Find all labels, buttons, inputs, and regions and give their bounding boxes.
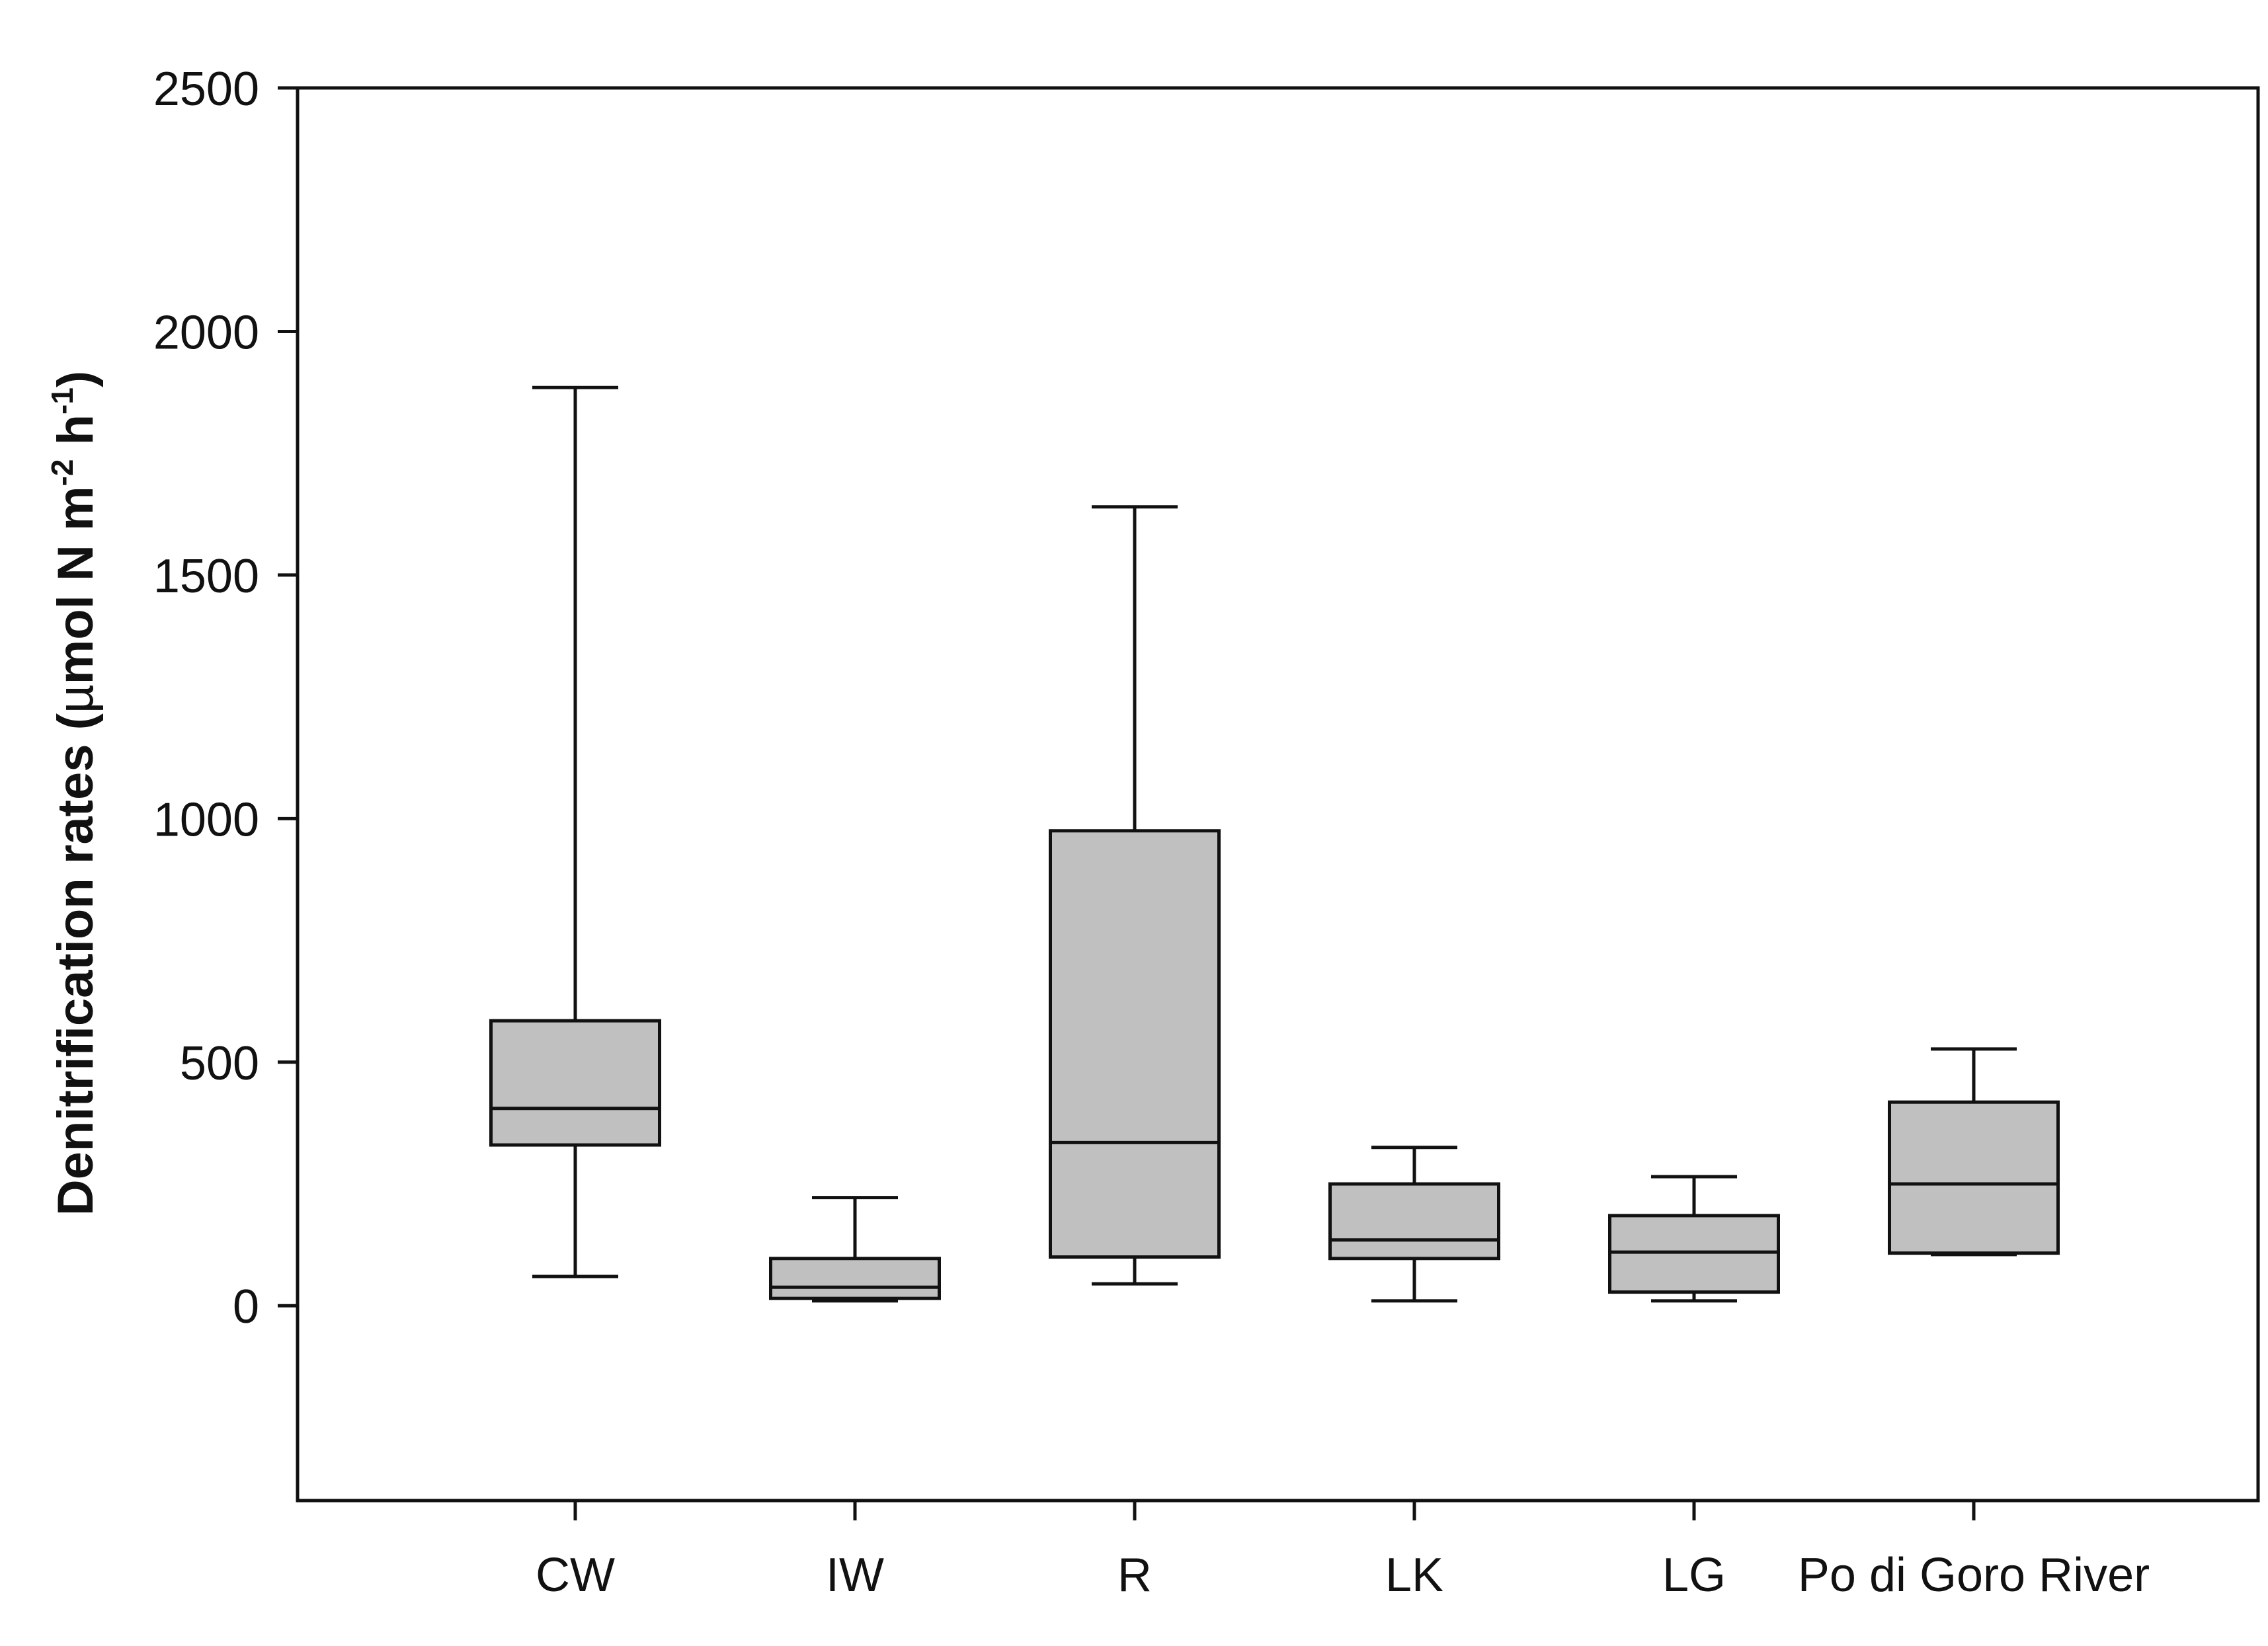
iqr-box — [489, 1019, 661, 1147]
iqr-box — [1328, 1182, 1500, 1261]
iqr-box — [1888, 1100, 2060, 1255]
y-tick-label: 1500 — [153, 550, 259, 603]
plot-frame — [296, 86, 2260, 1503]
x-category-label: CW — [536, 1549, 615, 1602]
x-axis-ticks: CW IW R LK LG Po di Goro River — [536, 1501, 2150, 1602]
x-category-label: LK — [1385, 1549, 1443, 1602]
y-tick-label: 1000 — [153, 793, 259, 846]
box-iw — [769, 1196, 941, 1303]
x-category-label: Po di Goro River — [1798, 1549, 2150, 1602]
y-axis-title: Denitrification rates (µmol N m-2 h-1) — [45, 371, 104, 1216]
iqr-box — [1049, 829, 1221, 1259]
x-category-label: LG — [1662, 1549, 1726, 1602]
x-category-label: IW — [826, 1549, 884, 1602]
box-cw — [489, 385, 661, 1278]
boxes-layer — [489, 385, 2060, 1303]
box-po-di-goro-river — [1888, 1047, 2060, 1257]
y-tick-label: 0 — [233, 1280, 259, 1333]
y-tick-label: 500 — [180, 1037, 259, 1090]
iqr-box — [769, 1257, 941, 1300]
y-tick-label: 2000 — [153, 306, 259, 359]
box-r — [1049, 505, 1221, 1286]
y-tick-label: 2500 — [153, 63, 259, 116]
y-axis-ticks: 0 500 1000 1500 2000 2500 — [153, 63, 298, 1333]
x-category-label: R — [1117, 1549, 1152, 1602]
box-lk — [1328, 1146, 1500, 1303]
box-lg — [1608, 1175, 1780, 1303]
iqr-box — [1608, 1214, 1780, 1294]
